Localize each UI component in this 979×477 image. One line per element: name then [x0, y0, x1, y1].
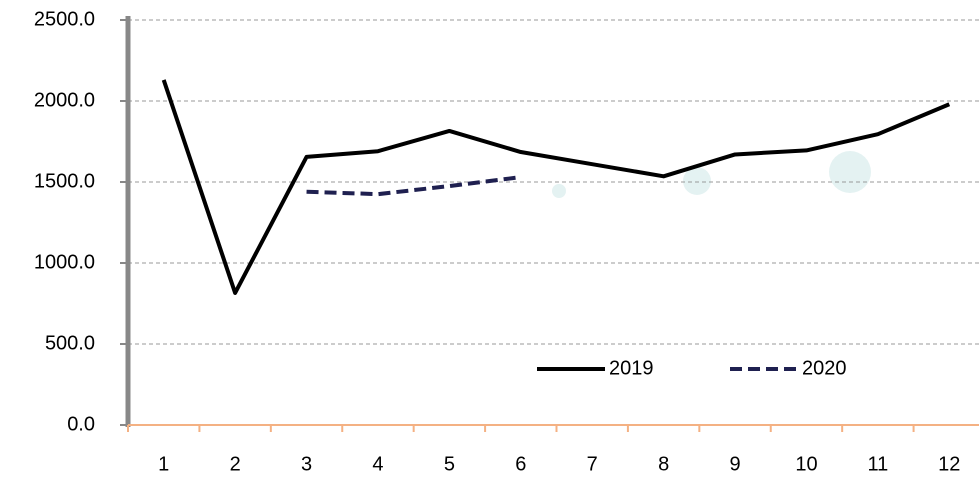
y-tick-label: 1000.0 — [34, 251, 95, 273]
y-tick-label: 500.0 — [45, 332, 95, 354]
x-tick-label: 2 — [230, 453, 241, 475]
x-tick-label: 9 — [729, 453, 740, 475]
y-tick-label: 0.0 — [67, 413, 95, 435]
legend-label: 2019 — [609, 357, 654, 379]
x-tick-label: 1 — [158, 453, 169, 475]
x-tick-label: 3 — [301, 453, 312, 475]
x-tick-label: 4 — [372, 453, 383, 475]
x-tick-label: 8 — [658, 453, 669, 475]
bubble-decoration — [829, 151, 871, 193]
bubble-decoration — [552, 184, 566, 198]
y-tick-label: 1500.0 — [34, 170, 95, 192]
x-tick-label: 6 — [515, 453, 526, 475]
x-tick-label: 5 — [444, 453, 455, 475]
decoration — [552, 151, 871, 198]
x-tick-label: 7 — [587, 453, 598, 475]
series-line — [306, 175, 522, 197]
y-tick-label: 2000.0 — [34, 89, 95, 111]
y-tick-label: 2500.0 — [34, 8, 95, 30]
series-line — [161, 79, 951, 295]
x-tick-label: 11 — [867, 453, 888, 475]
x-tick-label: 10 — [795, 453, 817, 475]
bubble-decoration — [683, 167, 711, 195]
legend-label: 2020 — [802, 357, 847, 379]
x-tick-label: 12 — [938, 453, 960, 475]
